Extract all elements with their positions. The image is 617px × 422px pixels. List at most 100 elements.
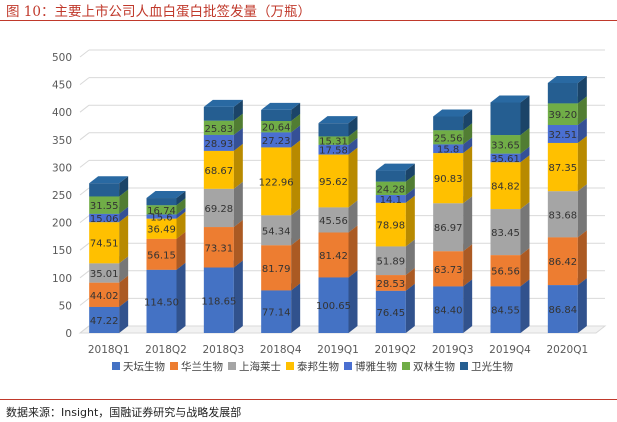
bar-front [261, 120, 292, 133]
data-label: 83.45 [491, 228, 520, 239]
bar-side [291, 140, 301, 216]
bar-front [547, 103, 578, 126]
gridline-side [79, 160, 90, 168]
bar-side [348, 137, 358, 155]
bar-side [577, 96, 587, 126]
bar-front [203, 120, 234, 135]
legend-item: 博雅生物 [344, 360, 397, 373]
bar-front [261, 109, 292, 121]
data-label: 114.50 [144, 297, 179, 308]
bar-side [405, 195, 415, 247]
bar-front [375, 290, 406, 333]
bar-front [490, 162, 521, 210]
bar-side [176, 191, 186, 206]
bar-front [375, 181, 406, 196]
bar-side [463, 137, 473, 154]
data-label: 86.97 [434, 223, 463, 234]
gridline-side [79, 325, 90, 334]
data-label: 45.56 [319, 216, 348, 227]
legend-swatch [170, 362, 178, 370]
bar-side [348, 129, 358, 145]
data-label: 25.83 [205, 124, 234, 135]
bar-front [490, 135, 521, 154]
legend-label: 泰邦生物 [297, 360, 339, 373]
legend-swatch [344, 362, 352, 370]
bar-top [433, 109, 473, 117]
bar-front [433, 286, 464, 333]
bar-front [89, 263, 120, 283]
y-tick-label: 100 [52, 273, 72, 285]
bar-side [119, 256, 129, 283]
bar-front [318, 277, 349, 333]
data-label: 100.65 [316, 301, 351, 312]
bar-front [375, 170, 406, 182]
legend-item: 卫光生物 [460, 360, 513, 373]
bar-side [176, 262, 186, 333]
data-label: 25.56 [434, 133, 463, 144]
source-rule [0, 399, 617, 400]
bar-segment [490, 95, 530, 136]
y-tick-label: 350 [52, 135, 72, 147]
bar-side [119, 275, 129, 307]
y-tick-label: 250 [52, 190, 72, 202]
bar-segment [203, 99, 243, 121]
data-label: 63.73 [434, 265, 463, 276]
data-label: 122.96 [259, 177, 294, 188]
bar-top [375, 163, 415, 171]
bar-front [547, 82, 578, 104]
bar-side [348, 200, 358, 233]
data-label: 15.8 [437, 145, 459, 156]
bar-side [520, 248, 530, 287]
data-label: 86.84 [549, 305, 578, 316]
data-label: 118.65 [201, 296, 236, 307]
bars [89, 75, 587, 333]
bar-front [318, 136, 349, 145]
bar-segment [146, 191, 186, 206]
bar-segment [547, 75, 587, 104]
bar-front [146, 238, 177, 270]
bar-front [375, 195, 406, 203]
data-label: 39.20 [549, 110, 578, 121]
bar-side [463, 244, 473, 287]
bar-side [520, 146, 530, 163]
x-tick-label: 2019Q2 [374, 344, 416, 356]
bar-side [119, 206, 129, 223]
data-label: 17.58 [319, 146, 348, 157]
bar-side [348, 225, 358, 278]
bar-side [291, 102, 301, 121]
legend-label: 华兰生物 [181, 360, 223, 373]
bar-top [146, 191, 186, 199]
x-tick-label: 2019Q3 [432, 344, 474, 356]
figure-title: 图 10：主要上市公司人血白蛋白批签发量（万瓶） [6, 4, 311, 20]
source-note: 数据来源：Insight，国融证券研究与战略发展部 [6, 406, 242, 419]
legend-swatch [286, 362, 294, 370]
bar-side [233, 143, 243, 189]
legend-label: 天坛生物 [123, 360, 165, 373]
bar-side [520, 155, 530, 210]
title-rule [0, 20, 617, 21]
bar-front [433, 251, 464, 287]
bar-side [291, 113, 301, 133]
bar-side [520, 279, 530, 333]
data-label: 15.6 [150, 213, 172, 224]
bar-front [146, 198, 177, 206]
data-label: 76.45 [377, 308, 406, 319]
data-label: 54.34 [262, 226, 291, 237]
data-label: 47.22 [90, 316, 119, 327]
gridline-side [79, 104, 90, 113]
bar-front [547, 237, 578, 286]
bar-front [203, 188, 234, 228]
bar-front [261, 245, 292, 291]
bar-side [463, 196, 473, 252]
data-label: 56.15 [147, 250, 176, 261]
bar-front [547, 142, 578, 192]
bar-front [261, 132, 292, 148]
legend-label: 卫光生物 [471, 360, 513, 373]
bar-front [375, 246, 406, 276]
bar-side [577, 75, 587, 104]
bar-front [490, 286, 521, 333]
data-label: 27.23 [262, 136, 291, 147]
bar-front [490, 255, 521, 287]
bar-front [89, 282, 120, 307]
gridline-side [79, 298, 90, 306]
